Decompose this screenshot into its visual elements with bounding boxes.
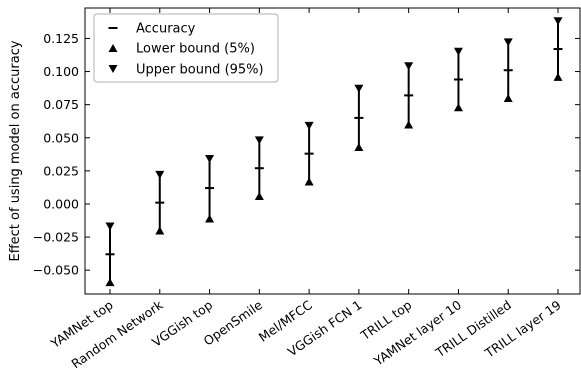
lower-bound-marker <box>354 143 364 152</box>
y-tick-label: 0.125 <box>43 31 79 46</box>
legend-label: Lower bound (5%) <box>136 42 255 57</box>
upper-bound-marker <box>304 121 314 130</box>
axes-frame <box>84 7 581 295</box>
lower-bound-marker <box>205 214 215 223</box>
lower-bound-marker <box>304 177 314 186</box>
y-axis-label: Effect of using model on accuracy <box>8 40 23 261</box>
y-tick-label: 0.000 <box>43 196 79 211</box>
y-tick-label: 0.025 <box>43 163 79 178</box>
lower-bound-marker <box>503 94 513 103</box>
lower-bound-marker <box>254 192 264 201</box>
y-tick-label: −0.025 <box>33 230 79 245</box>
legend-upper-marker <box>108 65 118 73</box>
legend-label: Upper bound (95%) <box>136 63 264 78</box>
upper-bound-marker <box>404 62 414 71</box>
lower-bound-marker <box>453 103 463 112</box>
lower-bound-marker <box>105 278 115 287</box>
lower-bound-marker <box>553 72 563 81</box>
lower-bound-marker <box>404 120 414 129</box>
legend-lower-marker <box>108 44 118 52</box>
legend: Accuracy Lower bound (5%) Upper bound (95%… <box>93 13 279 83</box>
x-tick-label: Random Network <box>68 297 166 372</box>
y-tick-label: 0.075 <box>43 97 79 112</box>
upper-bound-marker <box>453 47 463 56</box>
lower-bound-marker <box>155 226 165 235</box>
upper-bound-marker <box>503 38 513 47</box>
upper-bound-marker <box>553 17 563 26</box>
y-tick-label: 0.100 <box>43 64 79 79</box>
upper-bound-marker <box>105 222 115 231</box>
upper-bound-marker <box>254 136 264 145</box>
upper-bound-marker <box>205 154 215 163</box>
upper-bound-marker <box>155 170 165 179</box>
y-tick-label: 0.050 <box>43 130 79 145</box>
y-tick-label: −0.050 <box>33 263 79 278</box>
upper-bound-marker <box>354 84 364 93</box>
legend-box <box>93 13 279 83</box>
x-tick-label: YAMNet layer 10 <box>370 297 464 369</box>
legend-label: Accuracy <box>136 22 196 37</box>
